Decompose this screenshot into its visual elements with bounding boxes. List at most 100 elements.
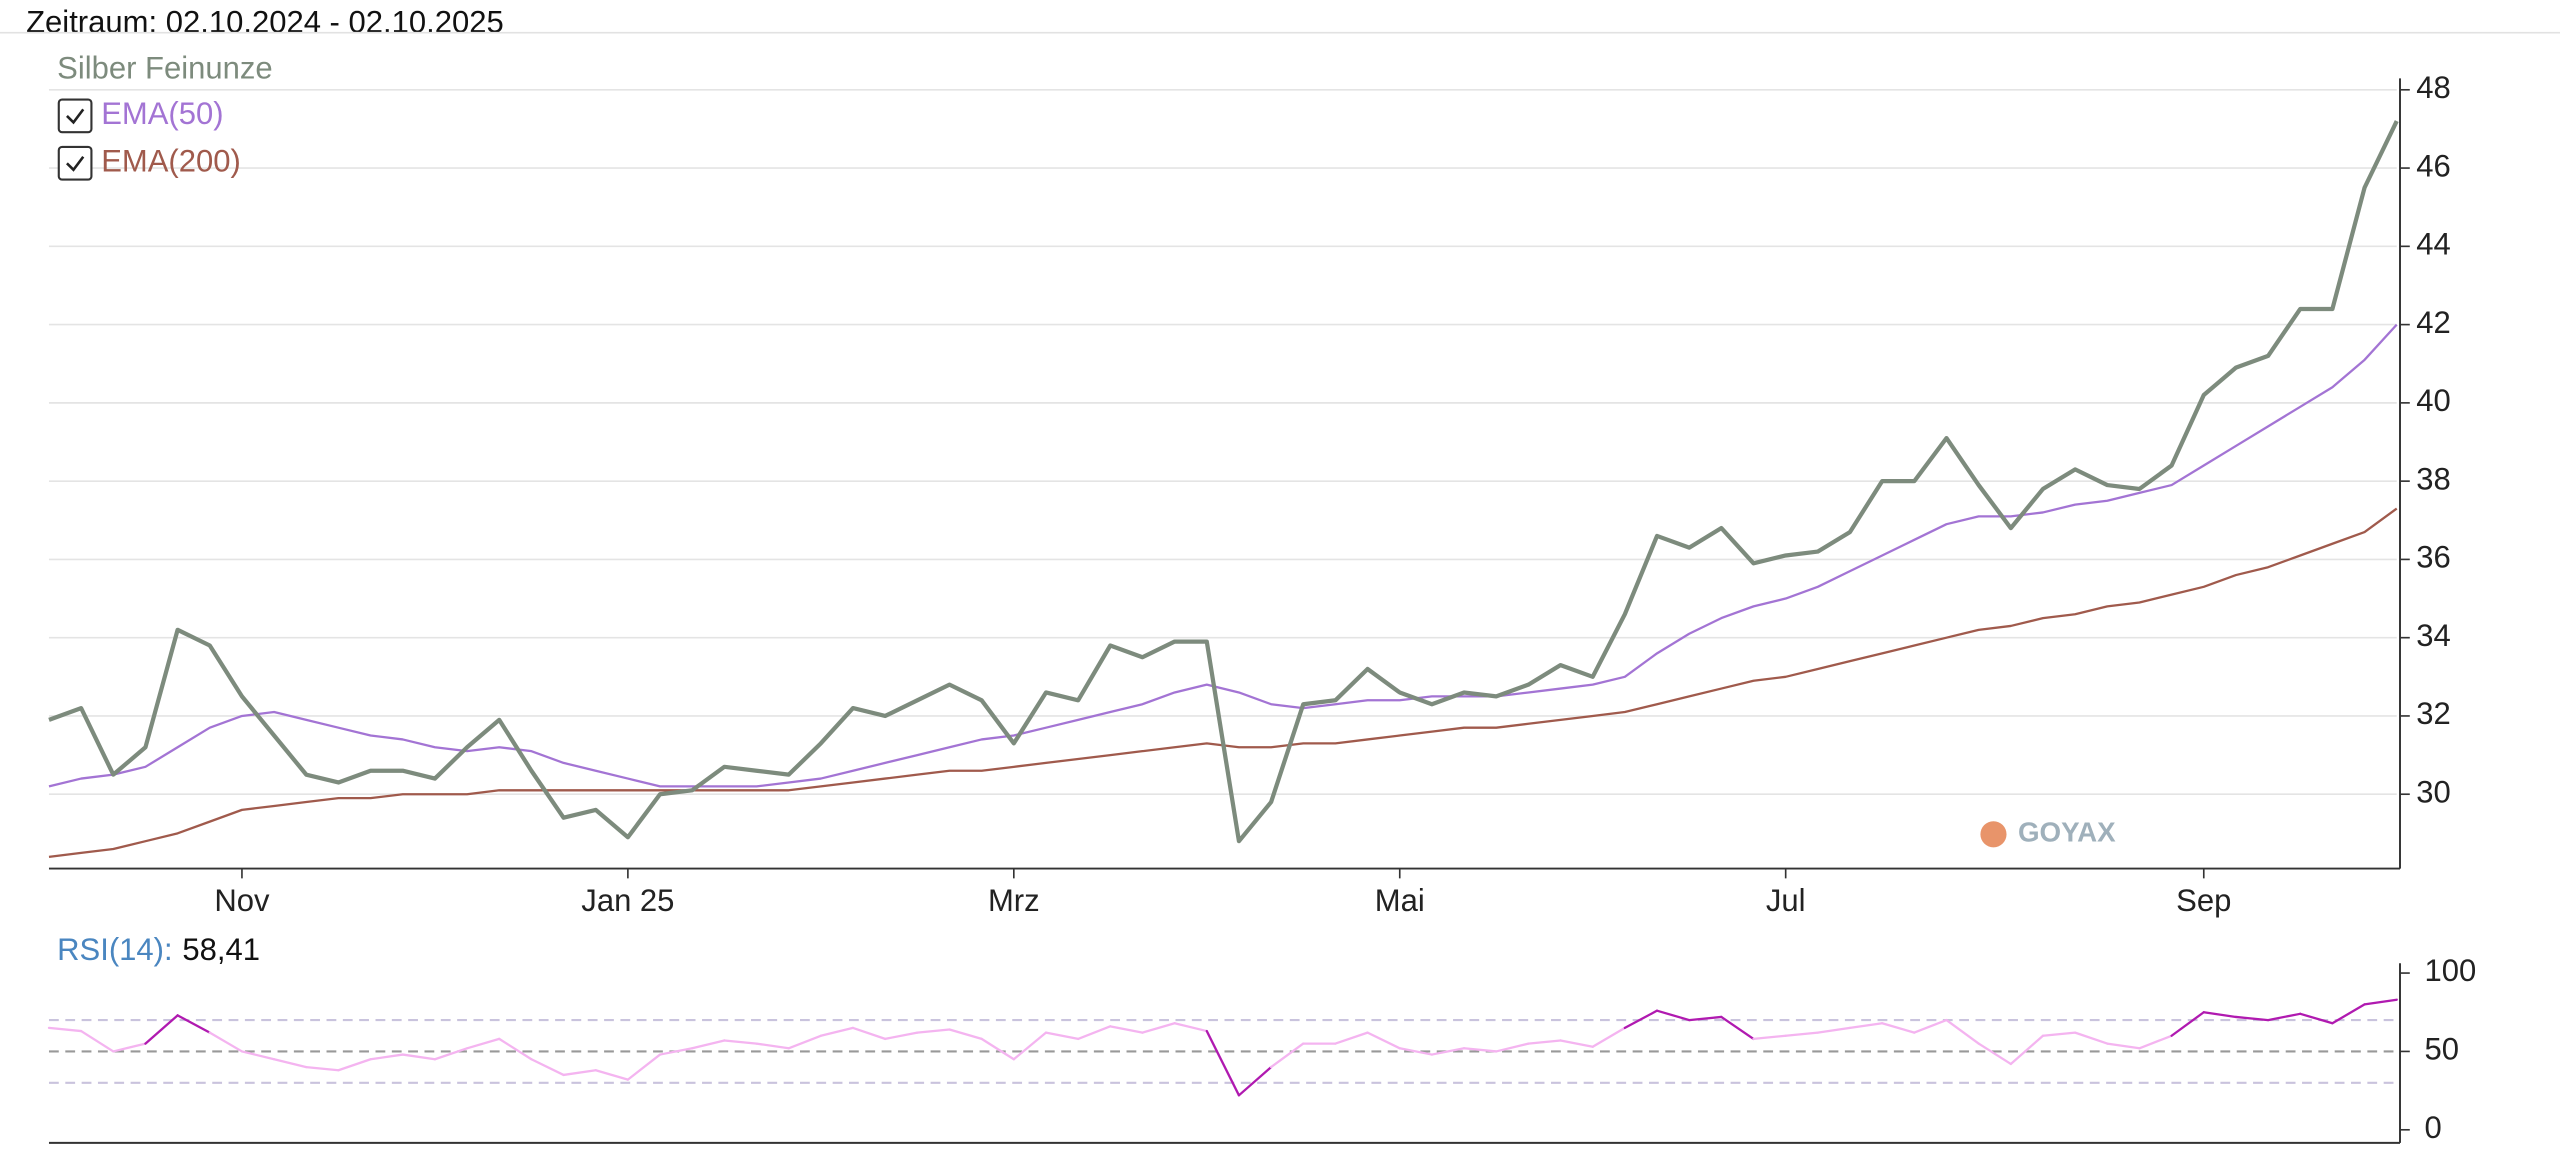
rsi-segment [1237, 1065, 1273, 1097]
rsi-segment [851, 1026, 887, 1041]
rsi-segment [1720, 1015, 1755, 1041]
rsi-segment [1688, 1015, 1723, 1022]
check-mark [66, 108, 85, 125]
rsi-segment [1881, 1022, 1916, 1034]
rsi-segment [1559, 1039, 1594, 1048]
rsi-segment [2041, 1031, 2077, 1037]
rsi-segment [1752, 1034, 1787, 1041]
rsi-segment [1495, 1042, 1530, 1053]
x-tick-label: Sep [2176, 883, 2231, 918]
rsi-segment [144, 1014, 179, 1045]
rsi-segment [1205, 1029, 1241, 1097]
legend-label[interactable]: EMA(50) [101, 96, 223, 131]
rsi-segment [401, 1053, 437, 1061]
period-title: Zeitraum: 02.10.2024 - 02.10.2025 [26, 5, 504, 40]
legend-label[interactable]: EMA(200) [101, 143, 241, 178]
x-tick-label: Mai [1375, 883, 1425, 918]
rsi-title: RSI(14): 58,41 [57, 932, 260, 967]
rsi-segment [1398, 1047, 1434, 1056]
y-tick-label: 34 [2416, 618, 2451, 653]
legend-item[interactable]: EMA(50) [57, 96, 224, 134]
series-line [48, 323, 2398, 788]
rsi-segment [658, 1047, 694, 1056]
rsi-segment [305, 1065, 340, 1072]
rsi-segment [1848, 1022, 1884, 1030]
rsi-segment [2299, 1012, 2334, 1025]
rsi-segment [530, 1058, 565, 1077]
y-tick-label: 100 [2424, 953, 2476, 988]
rsi-segment [1366, 1031, 1401, 1050]
rsi-segment [2266, 1012, 2302, 1022]
rsi-segment [1913, 1018, 1948, 1034]
y-tick-label: 36 [2416, 540, 2451, 575]
watermark: GOYAX [1980, 817, 2116, 848]
x-tick-label: Mrz [988, 883, 1040, 918]
rsi-segment [626, 1053, 662, 1081]
rsi-segment [819, 1026, 855, 1037]
rsi-segment [1173, 1022, 1208, 1033]
rsi-segment [112, 1042, 147, 1053]
rsi-segment [433, 1047, 469, 1061]
rsi-segment [755, 1042, 790, 1050]
rsi-segment [2073, 1031, 2109, 1045]
watermark-text: GOYAX [2018, 817, 2116, 848]
rsi-segment [272, 1058, 308, 1069]
x-tick-label: Nov [214, 883, 270, 918]
y-tick-label: 38 [2416, 461, 2451, 496]
rsi-segment [1945, 1018, 1980, 1045]
y-tick-label: 42 [2416, 305, 2451, 340]
rsi-segment [723, 1039, 758, 1045]
rsi-segment [1269, 1042, 1305, 1069]
series-line [48, 120, 2399, 844]
rsi-segment [980, 1037, 1015, 1061]
rsi-segment [1655, 1009, 1691, 1022]
rsi-segment [691, 1039, 726, 1050]
series-line [48, 507, 2398, 858]
rsi-segment [1623, 1009, 1659, 1030]
rsi-segment [208, 1031, 244, 1053]
y-tick-label: 46 [2416, 148, 2451, 183]
rsi-segment [2009, 1034, 2045, 1066]
rsi-segment [787, 1034, 822, 1050]
legend-title: Silber Feinunze [57, 50, 273, 85]
rsi-segment [1462, 1047, 1498, 1053]
rsi-segment [369, 1053, 404, 1061]
rsi-segment [2234, 1015, 2270, 1022]
rsi-segment [884, 1031, 919, 1041]
rsi-segment [1784, 1031, 1819, 1037]
rsi-segment [1076, 1025, 1112, 1041]
rsi-segment [1527, 1039, 1562, 1045]
rsi-segment [47, 1026, 83, 1033]
legend-checkbox[interactable] [57, 145, 93, 181]
rsi-segment [79, 1029, 115, 1053]
legend-checkbox[interactable] [57, 98, 93, 134]
rsi-segment [1109, 1025, 1144, 1034]
y-tick-label: 32 [2416, 696, 2451, 731]
rsi-segment [2138, 1034, 2173, 1050]
rsi-segment [2331, 1003, 2366, 1025]
y-tick-label: 48 [2416, 70, 2451, 105]
rsi-segment [465, 1037, 501, 1050]
rsi-segment [1977, 1042, 2012, 1066]
rsi-segment [1141, 1022, 1176, 1034]
watermark-icon [1980, 821, 2007, 848]
legend-item[interactable]: EMA(200) [57, 143, 241, 181]
y-tick-label: 44 [2416, 227, 2451, 262]
rsi-segment [2202, 1011, 2238, 1019]
rsi-segment [240, 1050, 276, 1061]
rsi-segment [1044, 1031, 1080, 1041]
rsi-segment [916, 1028, 951, 1034]
x-tick-label: Jan 25 [581, 883, 674, 918]
y-tick-label: 40 [2416, 383, 2451, 418]
rsi-segment [1816, 1026, 1852, 1034]
y-tick-label: 0 [2424, 1110, 2441, 1145]
rsi-segment [2106, 1042, 2141, 1050]
rsi-segment [1430, 1047, 1466, 1056]
rsi-current: 58,41 [182, 932, 260, 967]
rsi-segment [337, 1058, 372, 1072]
rsi-segment [176, 1014, 211, 1034]
rsi-segment [2363, 998, 2398, 1006]
rsi-segment [562, 1069, 597, 1077]
rsi-segment [1591, 1026, 1627, 1048]
